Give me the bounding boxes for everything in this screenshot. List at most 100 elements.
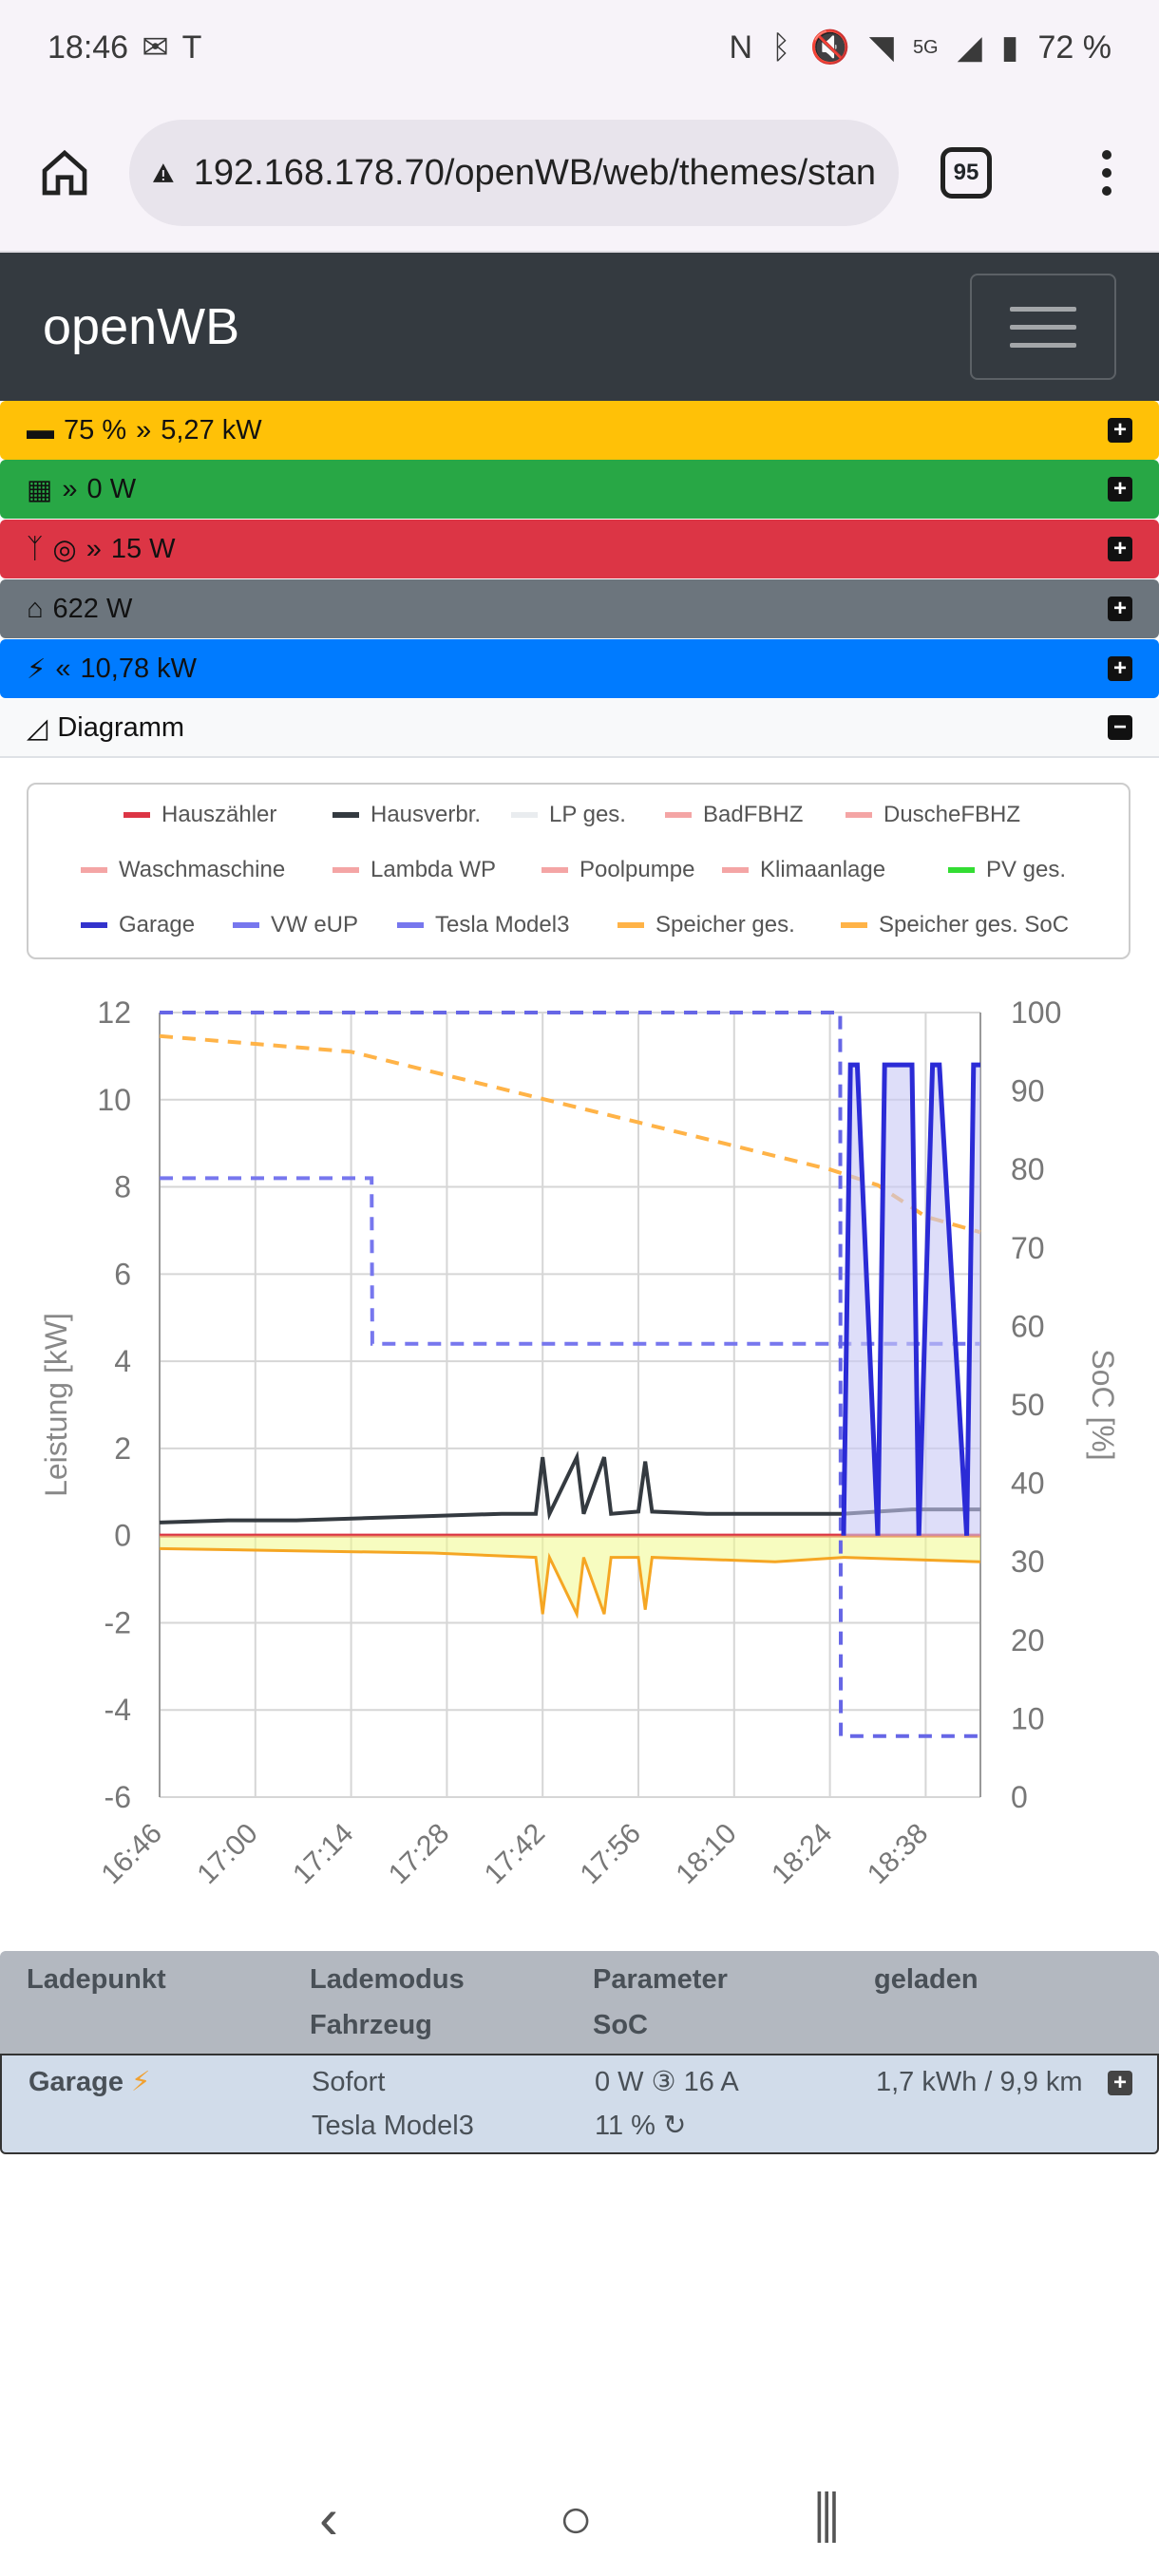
legend-swatch (618, 922, 644, 928)
series-line (841, 1062, 980, 1536)
pv-power: 0 W (86, 473, 137, 504)
y-tick-label: 0 (114, 1519, 131, 1553)
recents-icon[interactable]: ⫼ (813, 2486, 840, 2549)
diagram-label: Diagramm (57, 711, 185, 743)
home-circle-icon[interactable]: ○ (559, 2486, 594, 2550)
battery-summary-bar[interactable]: ▬ 75 % » 5,27 kW + (0, 401, 1159, 460)
charged-amount: 1,7 kWh / 9,9 km (876, 2067, 1083, 2097)
series-area (844, 1065, 980, 1536)
legend-item[interactable]: LP ges. (511, 802, 626, 828)
legend-item[interactable]: Garage (81, 912, 195, 938)
y2-tick-label: 80 (1011, 1152, 1045, 1186)
app-navbar: openWB (0, 253, 1159, 401)
warning-icon (152, 163, 174, 182)
home-icon: ⌂ (27, 593, 44, 624)
legend-item[interactable]: Tesla Model3 (397, 912, 569, 938)
expand-icon[interactable]: + (1108, 477, 1132, 502)
legend-item[interactable]: Lambda WP (332, 857, 496, 883)
header-geladen: geladen (874, 1964, 978, 1995)
pv-summary-bar[interactable]: ▦ » 0 W + (0, 460, 1159, 519)
home-icon[interactable] (38, 146, 91, 199)
y2-tick-label: 30 (1011, 1544, 1045, 1579)
refresh-icon[interactable]: ↻ (663, 2111, 687, 2141)
x-tick-label: 17:56 (575, 1818, 647, 1890)
legend-label: DuscheFBHZ (884, 802, 1021, 827)
y2-axis-label: SoC [%] (1086, 1349, 1120, 1460)
chargepoint-table: Ladepunkt Lademodus Fahrzeug Parameter S… (0, 1951, 1159, 2154)
legend-item[interactable]: BadFBHZ (665, 802, 803, 828)
header-soc: SoC (593, 2010, 648, 2040)
legend-item[interactable]: Speicher ges. SoC (841, 912, 1069, 938)
legend-swatch (332, 812, 359, 818)
legend-label: Speicher ges. (656, 912, 795, 938)
legend-item[interactable]: DuscheFBHZ (846, 802, 1020, 828)
legend-item[interactable]: Hauszähler (124, 802, 276, 828)
menu-toggle-button[interactable] (970, 274, 1116, 380)
y-tick-label: 2 (114, 1431, 131, 1466)
network-type: 5G (912, 36, 939, 58)
table-row[interactable]: Garage ⚡ Sofort Tesla Model3 0 W ③ 16 A … (0, 2054, 1159, 2154)
legend-label: Speicher ges. SoC (879, 912, 1070, 938)
y-tick-label: -6 (104, 1780, 131, 1814)
browser-menu-icon[interactable] (1102, 150, 1121, 196)
y2-tick-label: 0 (1011, 1780, 1028, 1814)
charge-parameter: 0 W ③ 16 A (595, 2067, 739, 2097)
legend-item[interactable]: Speicher ges. (618, 912, 795, 938)
grid-summary-bar[interactable]: ᛉ ◎ » 15 W + (0, 520, 1159, 578)
x-tick-label: 17:00 (191, 1818, 263, 1890)
legend-label: BadFBHZ (703, 802, 804, 827)
y2-tick-label: 40 (1011, 1467, 1045, 1501)
diagram-header-bar[interactable]: ◿ Diagramm − (0, 699, 1159, 758)
url-text: 192.168.178.70/openWB/web/themes/stan (193, 152, 876, 193)
browser-toolbar: 192.168.178.70/openWB/web/themes/stan 95 (0, 95, 1159, 253)
y2-tick-label: 70 (1011, 1231, 1045, 1265)
expand-icon[interactable]: + (1108, 597, 1132, 621)
chargepoint-name-text: Garage (28, 2067, 124, 2097)
legend-label: Hauszähler (162, 802, 277, 827)
legend-label: Waschmaschine (119, 857, 286, 882)
url-bar[interactable]: 192.168.178.70/openWB/web/themes/stan (129, 120, 899, 226)
x-tick-label: 18:38 (862, 1818, 934, 1890)
brand-title[interactable]: openWB (43, 298, 240, 355)
house-summary-bar[interactable]: ⌂ 622 W + (0, 579, 1159, 638)
expand-icon[interactable]: + (1108, 418, 1132, 443)
legend-label: Garage (119, 912, 196, 938)
legend-label: Klimaanlage (760, 857, 886, 882)
legend-swatch (665, 812, 692, 818)
tab-switcher-button[interactable]: 95 (940, 147, 992, 199)
x-tick-label: 17:28 (383, 1818, 455, 1890)
wifi-icon: ◥ (868, 29, 894, 66)
chart-legend: Hauszähler Hausverbr. LP ges. BadFBHZ Dusche… (27, 783, 1130, 959)
header-lademodus: Lademodus (310, 1964, 465, 1995)
legend-item[interactable]: PV ges. (948, 857, 1066, 883)
battery-level: 72 % (1037, 28, 1112, 66)
y2-tick-label: 100 (1011, 995, 1061, 1030)
x-tick-label: 17:42 (479, 1818, 551, 1890)
expand-icon[interactable]: + (1108, 537, 1132, 561)
series-line (159, 1450, 980, 1525)
legend-swatch (841, 922, 867, 928)
y2-tick-label: 50 (1011, 1388, 1045, 1422)
legend-item[interactable]: VW eUP (233, 912, 358, 938)
expand-icon[interactable]: + (1108, 2071, 1132, 2095)
charge-mode[interactable]: Sofort (312, 2067, 386, 2097)
collapse-icon[interactable]: − (1108, 715, 1132, 740)
back-icon[interactable]: ‹ (319, 2486, 338, 2550)
status-time: 18:46 (48, 28, 129, 66)
series-line (159, 1546, 981, 1619)
y-tick-label: 8 (114, 1170, 131, 1204)
expand-icon[interactable]: + (1108, 656, 1132, 681)
legend-item[interactable]: Waschmaschine (81, 857, 285, 883)
legend-swatch (233, 922, 259, 928)
legend-label: Lambda WP (370, 857, 497, 882)
legend-swatch (511, 812, 538, 818)
y-tick-label: -2 (104, 1605, 131, 1639)
chargepoint-summary-bar[interactable]: ⚡ « 10,78 kW + (0, 639, 1159, 698)
legend-item[interactable]: Klimaanlage (722, 857, 885, 883)
nfc-icon: N (729, 28, 753, 66)
bluetooth-icon: ᛒ (771, 28, 791, 66)
legend-swatch (81, 922, 107, 928)
legend-item[interactable]: Hausverbr. (332, 802, 481, 828)
legend-item[interactable]: Poolpumpe (542, 857, 694, 883)
legend-label: PV ges. (986, 857, 1067, 882)
